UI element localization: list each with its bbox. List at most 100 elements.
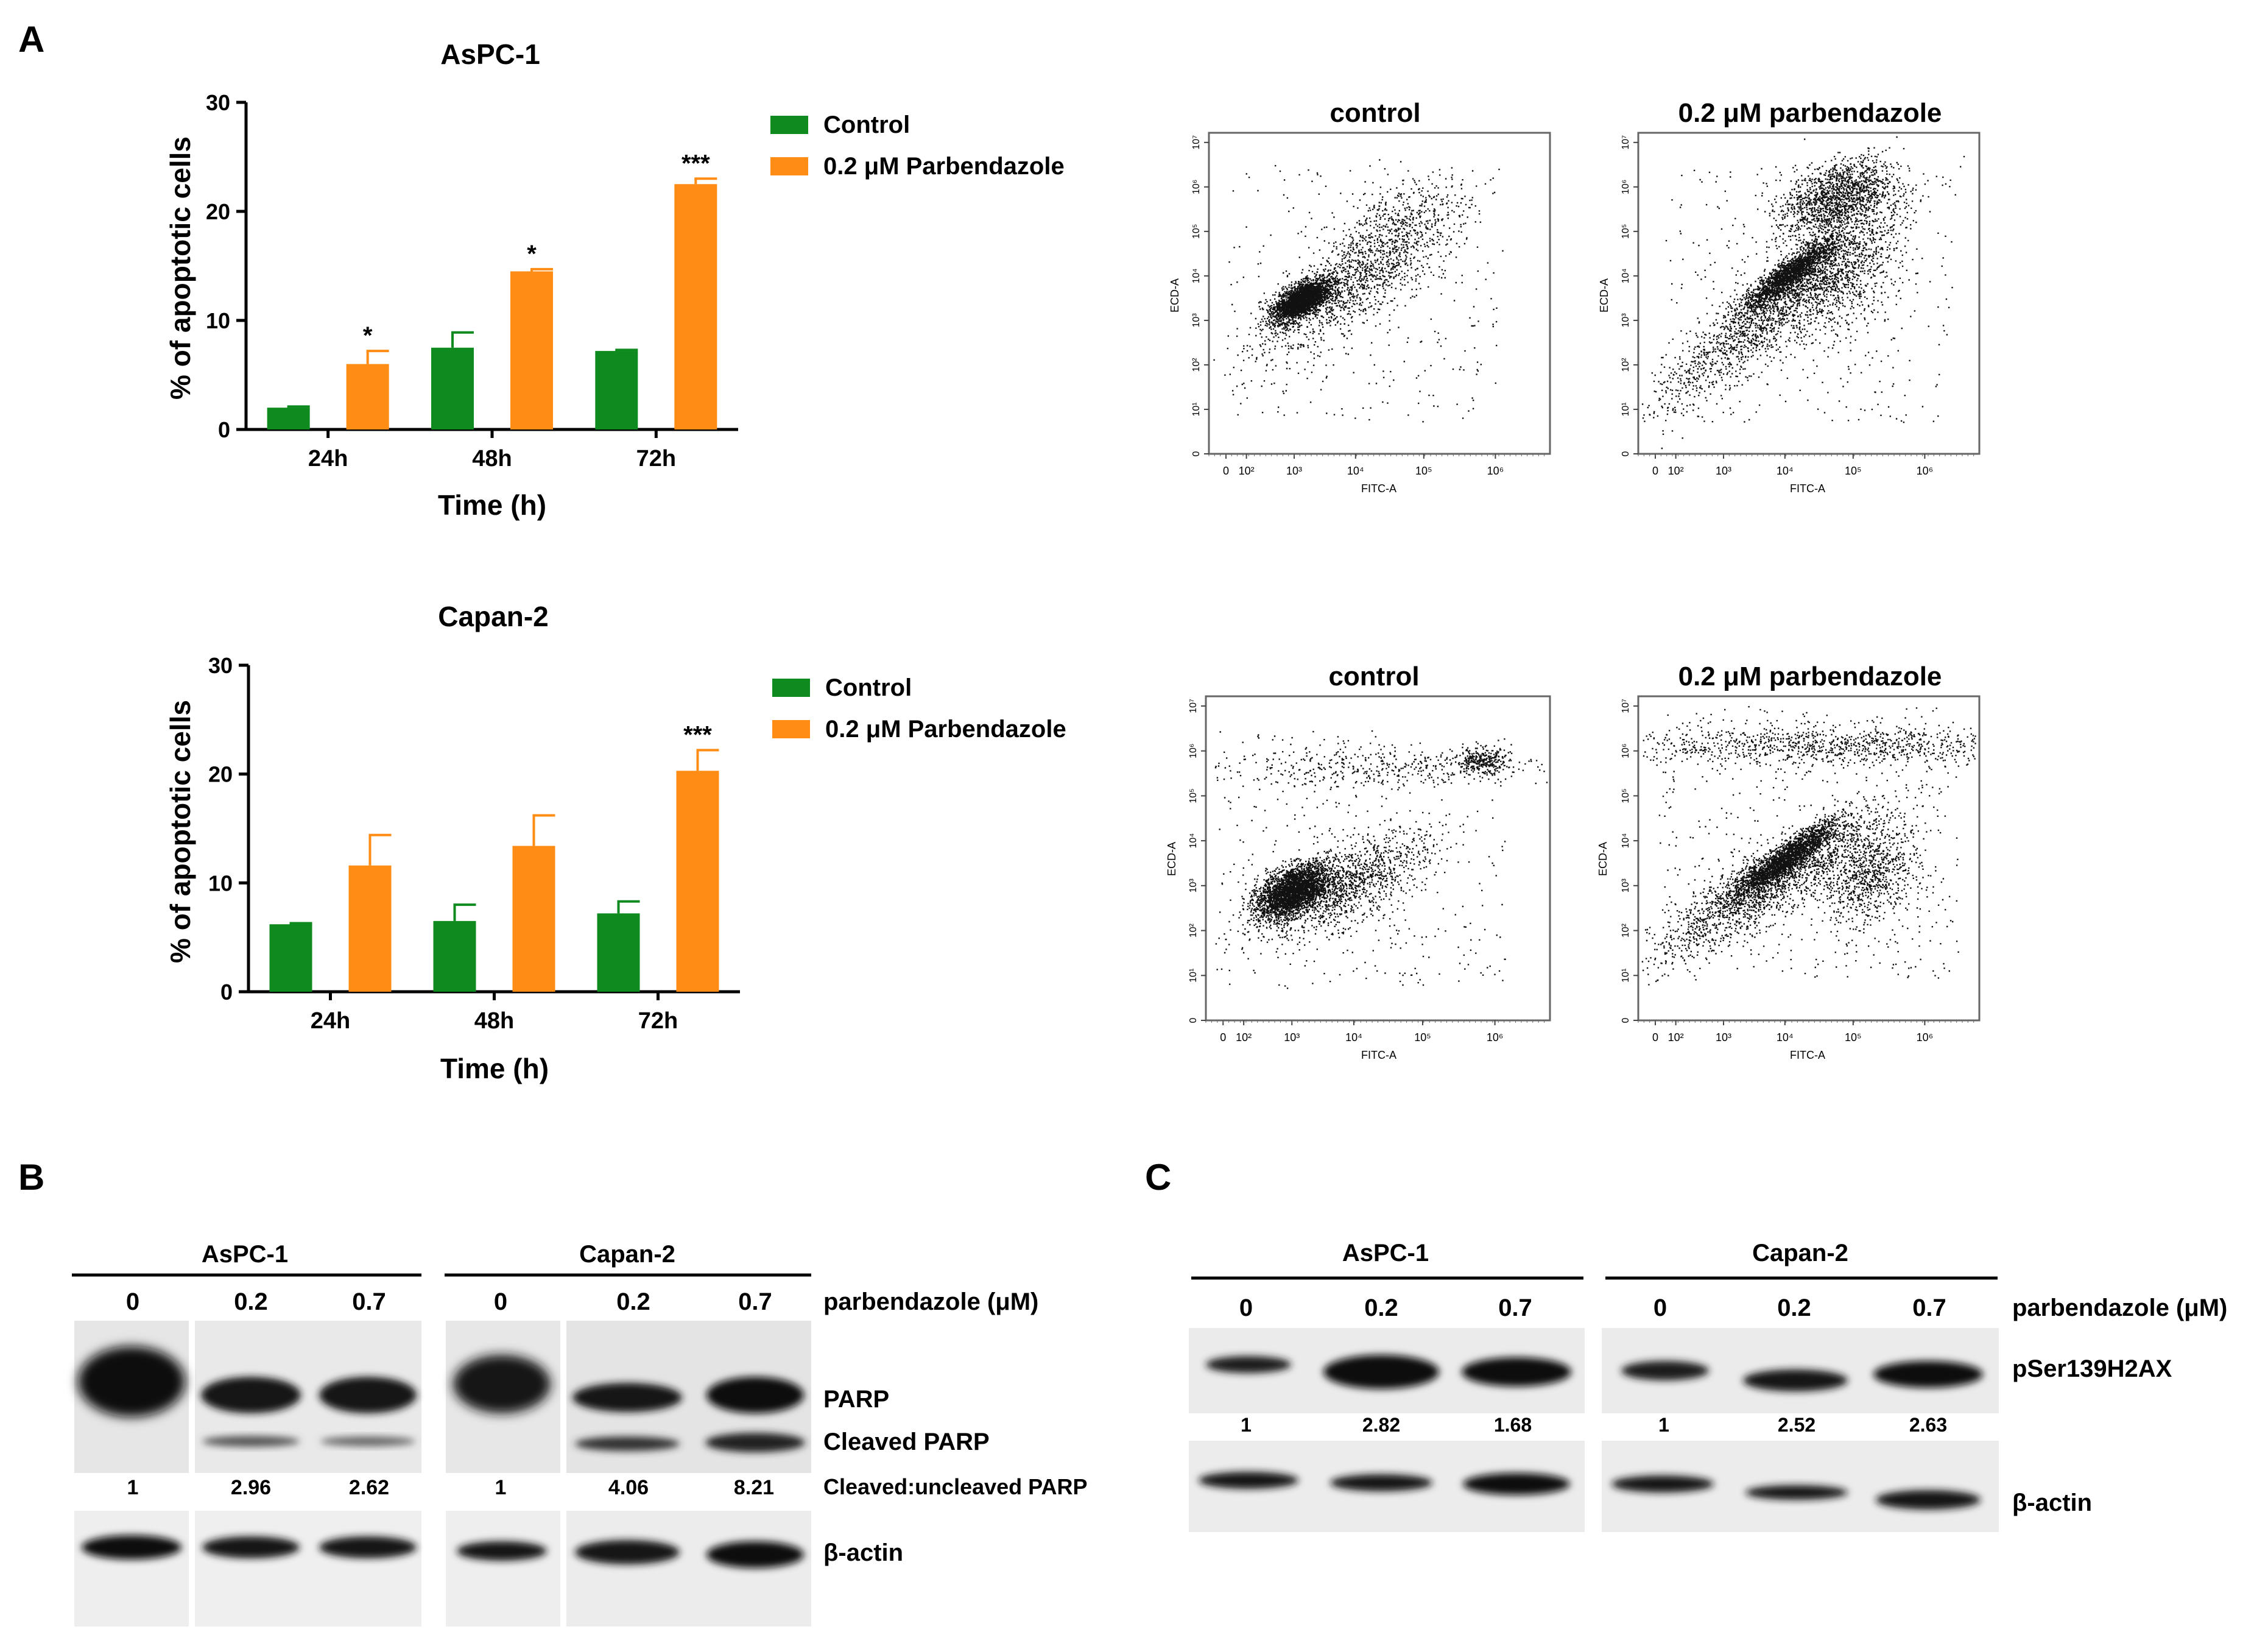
legend-swatch bbox=[770, 157, 808, 175]
y-tick-label: 10⁶ bbox=[1621, 180, 1631, 194]
plot-frame bbox=[1208, 132, 1551, 455]
y-tick-label: 10 bbox=[208, 871, 233, 895]
western-blot-b: AsPC-1 Capan-2 0 0.2 0.7 0 0.2 0.7 parbe… bbox=[72, 1241, 1088, 1627]
scatter-title: control bbox=[1328, 662, 1419, 691]
group-label-aspc1: AsPC-1 bbox=[1342, 1240, 1429, 1266]
scatter-aspc1-parbendazole: 0.2 μM parbendazole ECD-A FITC-A 0 10² 10³… bbox=[1598, 98, 1981, 495]
x-tick-label: 0 bbox=[1223, 465, 1229, 477]
y-tick-label: 10⁵ bbox=[1621, 788, 1631, 803]
legend-parbendazole-label: 0.2 μM Parbendazole bbox=[825, 716, 1066, 743]
x-tick-label: 10⁶ bbox=[1917, 465, 1933, 477]
scatter-xlabel: FITC-A bbox=[1361, 482, 1396, 495]
ratio-value: 2.63 bbox=[1909, 1414, 1947, 1436]
bar-parbendazole bbox=[676, 771, 719, 992]
dose-label: 0.2 bbox=[1777, 1295, 1811, 1321]
y-tick-label: 10⁷ bbox=[1621, 135, 1631, 150]
scatter-marks: 0 10² 10³ 10⁴ 10⁵ 10⁶ 0 10¹ 10² 10³ 10⁴ 10⁵ 10⁶ 10⁷ bbox=[1621, 695, 1981, 1044]
legend-control-label: Control bbox=[823, 111, 910, 138]
bar-control bbox=[433, 920, 476, 992]
x-tick-label: 10⁶ bbox=[1487, 465, 1504, 477]
scatter-capan2-control: control ECD-A FITC-A 0 10² 10³ 10⁴ 10⁵ 10⁶ 0 10… bbox=[1166, 662, 1551, 1061]
panel-label-b: B bbox=[18, 1157, 44, 1198]
band-h2ax bbox=[1743, 1369, 1848, 1391]
bar-control bbox=[267, 408, 310, 429]
scatter-title: 0.2 μM parbendazole bbox=[1678, 662, 1942, 691]
bar-control bbox=[597, 913, 640, 992]
bar-chart-aspc1: AsPC-1 % of apoptotic cells Time (h) Con… bbox=[164, 38, 1065, 521]
y-tick-label: 10⁵ bbox=[1191, 224, 1202, 239]
band-cleaved-parp bbox=[202, 1436, 300, 1447]
x-tick-label: 10³ bbox=[1716, 465, 1731, 477]
band-parp bbox=[706, 1377, 804, 1413]
bar-parbendazole bbox=[512, 846, 555, 992]
legend-swatch bbox=[772, 720, 810, 738]
bar-parbendazole bbox=[510, 271, 553, 429]
dose-unit-label: parbendazole (μM) bbox=[2012, 1295, 2227, 1321]
ratio-value: 8.21 bbox=[734, 1476, 774, 1499]
bar-parbendazole bbox=[674, 184, 717, 429]
x-tick-label: 10⁴ bbox=[1345, 1031, 1362, 1044]
x-tick-label: 10⁶ bbox=[1487, 1031, 1503, 1044]
y-tick-label: 10⁶ bbox=[1621, 743, 1631, 758]
band-h2ax bbox=[1621, 1361, 1709, 1380]
band-h2ax bbox=[1462, 1357, 1571, 1386]
significance-label: *** bbox=[681, 150, 710, 177]
band-h2ax bbox=[1206, 1356, 1291, 1373]
band-actin bbox=[82, 1535, 181, 1559]
y-tick-label: 0 bbox=[1191, 451, 1202, 456]
dose-label: 0.2 bbox=[1364, 1295, 1398, 1321]
band-parp bbox=[453, 1355, 551, 1413]
band-actin bbox=[457, 1541, 547, 1561]
y-tick-label: 10² bbox=[1621, 358, 1631, 372]
x-tick-label: 10² bbox=[1239, 465, 1255, 477]
y-tick-label: 10² bbox=[1621, 923, 1631, 938]
y-tick-label: 10² bbox=[1191, 358, 1202, 372]
y-axis-label: % of apoptotic cells bbox=[164, 136, 196, 400]
y-tick-label: 10⁵ bbox=[1621, 224, 1631, 239]
y-tick-label: 0 bbox=[1188, 1017, 1199, 1023]
y-tick-label: 10³ bbox=[1188, 878, 1199, 893]
ratio-value: 2.62 bbox=[349, 1476, 389, 1499]
band-cleaved-parp bbox=[575, 1436, 680, 1451]
y-tick-label: 10 bbox=[206, 308, 230, 333]
scatter-title: 0.2 μM parbendazole bbox=[1678, 98, 1942, 128]
panel-label-a: A bbox=[18, 19, 44, 60]
y-tick-label: 0 bbox=[218, 417, 230, 442]
y-tick-label: 30 bbox=[208, 653, 233, 678]
scatter-ylabel: ECD-A bbox=[1169, 278, 1181, 313]
x-tick-label: 10⁵ bbox=[1414, 1031, 1431, 1044]
x-tick-label: 10⁶ bbox=[1917, 1031, 1933, 1044]
band-h2ax bbox=[1873, 1361, 1983, 1388]
chart-title: Capan-2 bbox=[438, 601, 548, 632]
x-tick-label: 10⁴ bbox=[1777, 465, 1794, 477]
row-label-actin: β-actin bbox=[823, 1539, 903, 1566]
scatter-ylabel: ECD-A bbox=[1597, 842, 1609, 876]
legend-swatch bbox=[770, 116, 808, 134]
dose-label: 0 bbox=[126, 1288, 139, 1315]
x-tick-label: 24h bbox=[308, 446, 348, 472]
scatter-ylabel: ECD-A bbox=[1166, 842, 1178, 876]
ratio-value: 1 bbox=[495, 1476, 507, 1499]
blot-membrane-actin-aspc1-lane23 bbox=[195, 1511, 421, 1627]
y-tick-label: 10⁷ bbox=[1621, 699, 1631, 713]
band-actin bbox=[319, 1536, 417, 1558]
scatter-marks: 0 10² 10³ 10⁴ 10⁵ 10⁶ 0 10¹ 10² 10³ 10⁴ 10⁵ 10⁶ 10⁷ bbox=[1191, 132, 1551, 477]
bar-parbendazole bbox=[348, 865, 392, 992]
ratio-value: 1.68 bbox=[1494, 1414, 1532, 1436]
y-tick-label: 10² bbox=[1188, 923, 1199, 938]
y-tick-label: 10⁷ bbox=[1188, 699, 1199, 713]
x-tick-label: 0 bbox=[1220, 1031, 1226, 1044]
event-dots bbox=[1641, 136, 1965, 450]
legend-swatch bbox=[772, 679, 810, 697]
event-dots bbox=[1213, 159, 1504, 423]
ratio-value: 2.52 bbox=[1778, 1414, 1815, 1436]
x-tick-label: 10³ bbox=[1286, 465, 1302, 477]
dose-label: 0 bbox=[1239, 1295, 1253, 1321]
dose-label: 0.7 bbox=[352, 1288, 386, 1315]
band-parp bbox=[319, 1377, 417, 1413]
band-actin bbox=[706, 1541, 804, 1568]
bar-control bbox=[595, 351, 638, 429]
y-tick-label: 10¹ bbox=[1191, 402, 1202, 416]
plot-frame bbox=[1205, 695, 1551, 1022]
